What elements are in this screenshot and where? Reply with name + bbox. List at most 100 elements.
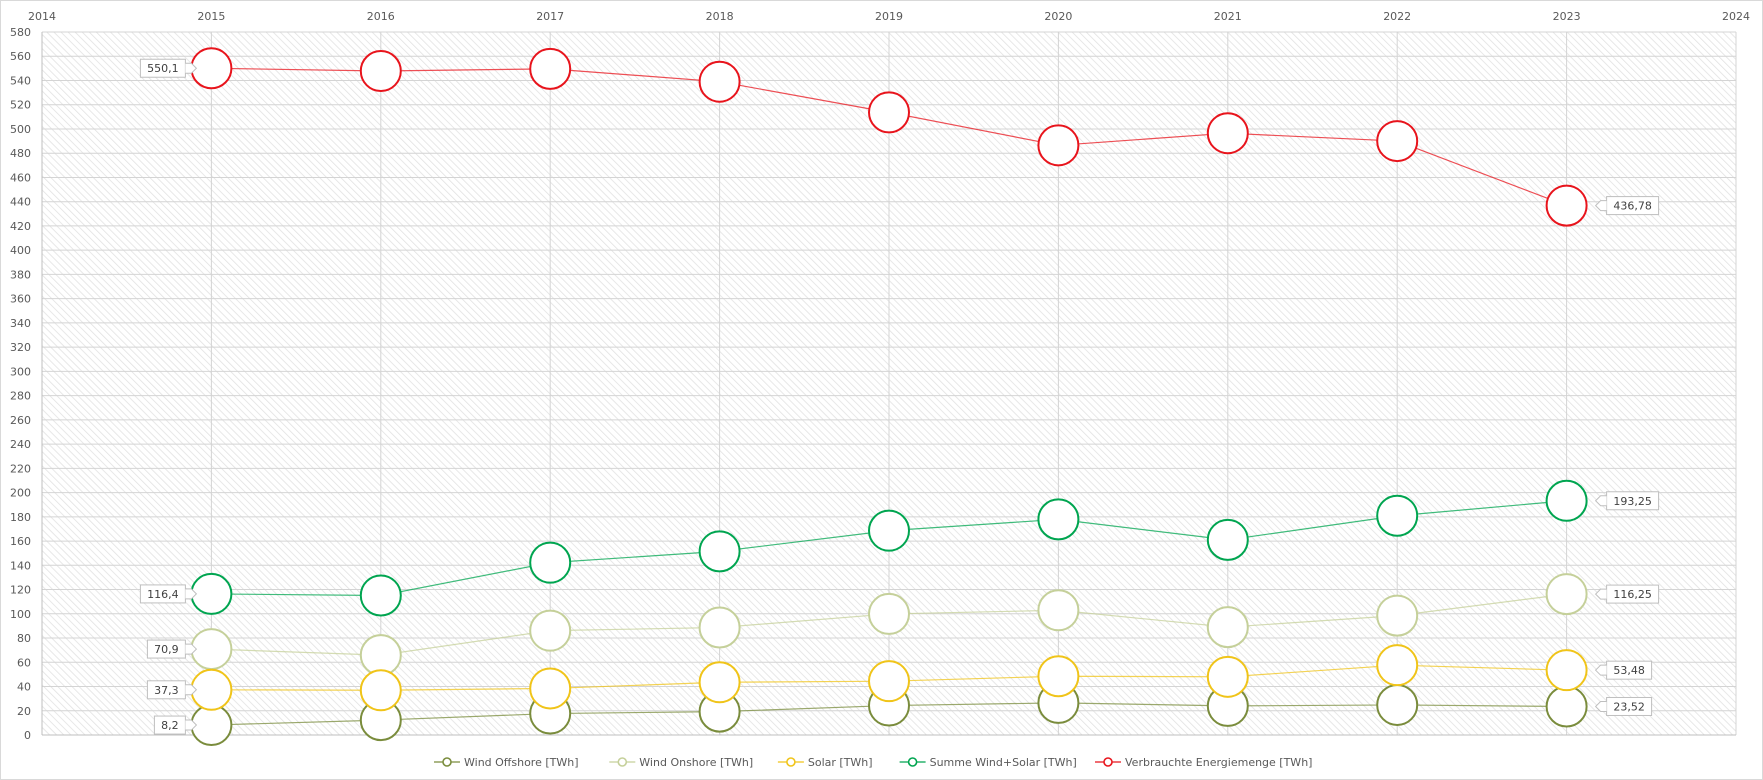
data-point-marker[interactable] (1206, 112, 1249, 155)
data-point-marker[interactable] (1545, 649, 1588, 692)
y-tick-label: 180 (10, 511, 31, 524)
data-point-marker[interactable] (1545, 479, 1588, 522)
data-point-marker[interactable] (529, 609, 572, 652)
data-label-pointer (1594, 495, 1607, 507)
data-label-text: 550,1 (147, 62, 179, 75)
y-tick-label: 160 (10, 535, 31, 548)
y-tick-label: 420 (10, 220, 31, 233)
data-label: 23,52 (1594, 696, 1653, 716)
y-tick-label: 320 (10, 341, 31, 354)
data-point-marker[interactable] (1545, 184, 1588, 227)
data-label: 116,4 (139, 584, 198, 604)
legend-item[interactable]: Verbrauchte Energiemenge [TWh] (1095, 756, 1312, 769)
data-label-pointer (1594, 664, 1607, 676)
data-point-marker[interactable] (190, 572, 233, 615)
data-point-marker[interactable] (698, 530, 741, 573)
data-point-marker[interactable] (529, 667, 572, 710)
data-point-marker[interactable] (190, 704, 233, 747)
data-label-text: 116,4 (147, 588, 179, 601)
y-tick-label: 520 (10, 99, 31, 112)
data-label: 53,48 (1594, 660, 1653, 680)
data-point-marker[interactable] (1376, 494, 1419, 537)
data-point-marker[interactable] (1376, 120, 1419, 163)
data-point-marker[interactable] (190, 668, 233, 711)
data-label-text: 23,52 (1613, 700, 1645, 713)
data-point-marker[interactable] (698, 661, 741, 704)
data-point-marker[interactable] (529, 541, 572, 584)
legend-label: Wind Onshore [TWh] (639, 756, 753, 769)
data-point-marker[interactable] (1206, 655, 1249, 698)
data-label-pointer (185, 62, 198, 74)
data-point-marker[interactable] (1206, 606, 1249, 649)
data-label: 8,2 (153, 715, 198, 735)
data-label-text: 70,9 (154, 643, 179, 656)
data-label-pointer (185, 719, 198, 731)
legend-label: Solar [TWh] (808, 756, 873, 769)
data-point-marker[interactable] (1037, 498, 1080, 541)
y-tick-label: 560 (10, 50, 31, 63)
data-label: 70,9 (146, 639, 198, 659)
data-point-marker[interactable] (1545, 685, 1588, 728)
data-point-marker[interactable] (190, 628, 233, 671)
data-point-marker[interactable] (868, 509, 910, 552)
y-tick-label: 280 (10, 390, 31, 403)
x-tick-label: 2015 (197, 10, 225, 23)
data-point-marker[interactable] (190, 47, 233, 90)
data-point-marker[interactable] (359, 50, 402, 93)
data-point-marker[interactable] (1206, 518, 1249, 561)
legend-marker-icon (786, 757, 796, 767)
y-tick-label: 360 (10, 293, 31, 306)
y-tick-label: 240 (10, 438, 31, 451)
y-tick-label: 300 (10, 365, 31, 378)
data-label-pointer (185, 684, 198, 696)
legend-marker-icon (617, 757, 628, 767)
data-point-marker[interactable] (868, 660, 910, 703)
data-label-text: 116,25 (1613, 588, 1652, 601)
y-tick-label: 40 (17, 681, 31, 694)
x-tick-label: 2016 (367, 10, 395, 23)
data-point-marker[interactable] (1376, 594, 1419, 637)
data-label-text: 8,2 (161, 719, 179, 732)
data-point-marker[interactable] (698, 606, 741, 649)
legend-item[interactable]: Solar [TWh] (777, 756, 873, 769)
data-point-marker[interactable] (1376, 644, 1419, 687)
legend-item[interactable]: Wind Offshore [TWh] (434, 756, 579, 769)
y-tick-label: 80 (17, 632, 31, 645)
data-point-marker[interactable] (359, 634, 402, 677)
data-label-text: 53,48 (1613, 664, 1645, 677)
x-tick-label: 2017 (536, 10, 564, 23)
legend-label: Verbrauchte Energiemenge [TWh] (1125, 756, 1312, 769)
data-point-marker[interactable] (1037, 124, 1080, 167)
x-tick-label: 2020 (1044, 10, 1072, 23)
data-point-marker[interactable] (1037, 655, 1080, 698)
y-tick-label: 60 (17, 656, 31, 669)
y-tick-label: 0 (24, 729, 31, 742)
legend-item[interactable]: Summe Wind+Solar [TWh] (899, 756, 1077, 769)
data-point-marker[interactable] (529, 47, 572, 90)
data-point-marker[interactable] (1037, 589, 1080, 632)
legend-marker-icon (1103, 757, 1113, 767)
data-label-pointer (1594, 700, 1607, 712)
data-point-marker[interactable] (868, 91, 910, 134)
data-label: 436,78 (1594, 196, 1660, 216)
data-label: 116,25 (1594, 584, 1660, 604)
x-tick-label: 2023 (1553, 10, 1581, 23)
x-tick-label: 2024 (1722, 10, 1750, 23)
data-point-marker[interactable] (698, 60, 741, 103)
legend-item[interactable]: Wind Onshore [TWh] (609, 756, 753, 769)
data-label-pointer (185, 643, 198, 655)
data-point-marker[interactable] (1545, 573, 1588, 616)
data-point-marker[interactable] (359, 669, 402, 712)
y-tick-label: 380 (10, 268, 31, 281)
data-label: 193,25 (1594, 491, 1660, 511)
y-tick-label: 340 (10, 317, 31, 330)
data-label-pointer (185, 588, 198, 600)
data-point-marker[interactable] (359, 574, 402, 617)
y-tick-label: 500 (10, 123, 31, 136)
data-label: 550,1 (139, 58, 198, 78)
y-tick-label: 440 (10, 196, 31, 209)
data-point-marker[interactable] (868, 592, 910, 635)
data-point-marker[interactable] (1376, 683, 1419, 726)
